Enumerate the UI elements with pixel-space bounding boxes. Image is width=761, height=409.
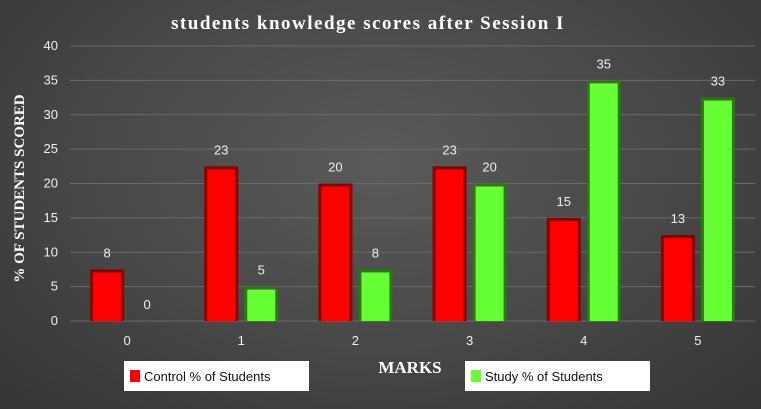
legend-study: Study % of Students (465, 361, 650, 391)
control-data-label-2: 20 (328, 160, 342, 175)
study-bar-sheen-3 (480, 191, 499, 317)
control-data-label-5: 13 (671, 211, 685, 226)
y-tick-label: 30 (44, 107, 58, 122)
control-bar-sheen-3 (440, 174, 459, 317)
control-bar-sheen-0 (98, 277, 117, 317)
y-tick-label: 20 (44, 176, 58, 191)
study-data-label-3: 20 (482, 160, 496, 175)
y-tick-label: 40 (44, 38, 58, 53)
legend-control-swatch (130, 370, 140, 382)
x-tick-label: 5 (694, 333, 701, 348)
study-data-label-4: 35 (597, 56, 611, 71)
control-bar-sheen-5 (668, 243, 687, 317)
y-tick-label: 15 (44, 210, 58, 225)
study-bar-sheen-2 (366, 277, 385, 317)
legend-study-swatch (471, 370, 481, 382)
study-data-label-1: 5 (258, 263, 265, 278)
study-data-label-0: 0 (143, 297, 150, 312)
control-data-label-4: 15 (557, 194, 571, 209)
control-data-label-3: 23 (442, 142, 456, 157)
x-tick-label: 2 (352, 333, 359, 348)
y-tick-label: 10 (44, 244, 58, 259)
chart-title: students knowledge scores after Session … (171, 13, 565, 34)
y-tick-label: 0 (51, 313, 58, 328)
study-bar-sheen-1 (252, 294, 271, 317)
x-tick-label: 4 (580, 333, 587, 348)
x-tick-label: 3 (466, 333, 473, 348)
study-bar-sheen-4 (594, 88, 613, 317)
control-bar-sheen-4 (554, 225, 573, 317)
x-axis-title: MARKS (378, 358, 441, 377)
y-tick-label: 35 (44, 72, 58, 87)
study-bar-sheen-5 (708, 105, 727, 317)
y-tick-label: 25 (44, 141, 58, 156)
legend-control-label: Control % of Students (144, 368, 271, 384)
control-bar-sheen-1 (212, 174, 231, 317)
y-tick-label: 5 (51, 279, 58, 294)
study-data-label-5: 33 (711, 74, 725, 89)
x-tick-label: 0 (123, 333, 130, 348)
legend-control: Control % of Students (124, 361, 309, 391)
study-data-label-2: 8 (372, 245, 379, 260)
control-data-label-1: 23 (214, 142, 228, 157)
legend-study-label: Study % of Students (485, 368, 603, 384)
control-data-label-0: 8 (103, 245, 110, 260)
control-bar-sheen-2 (326, 191, 345, 317)
x-tick-label: 1 (238, 333, 245, 348)
y-axis-title: % OF STUDENTS SCORED (12, 94, 28, 282)
